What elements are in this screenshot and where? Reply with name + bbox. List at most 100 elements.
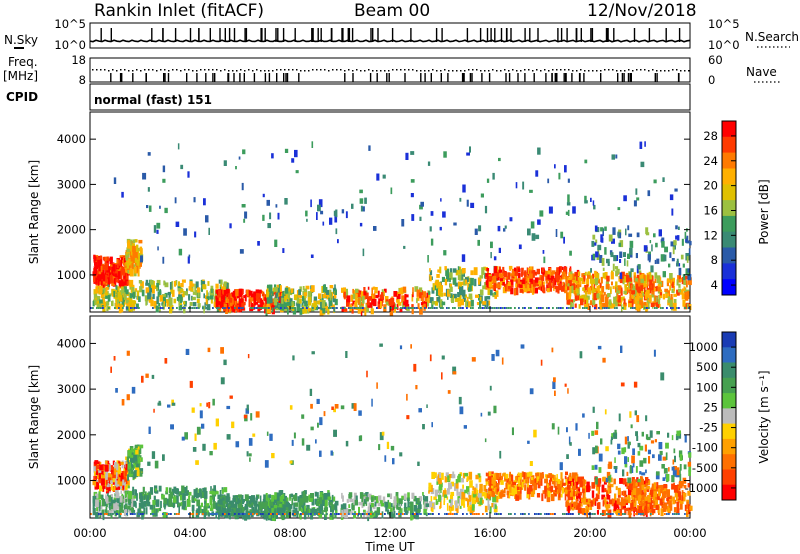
colorbar-swatch: [722, 263, 736, 280]
data-cell: [567, 194, 570, 203]
data-cell: [452, 505, 455, 511]
freq-dot: [132, 70, 134, 72]
data-cell: [565, 489, 568, 495]
freq-dot: [136, 69, 138, 71]
data-cell: [324, 504, 327, 512]
data-cell: [608, 299, 612, 306]
colorbar-tick-label: 8: [711, 253, 718, 267]
data-cell: [636, 265, 639, 274]
data-cell: [643, 488, 647, 493]
data-cell: [162, 178, 166, 183]
data-cell: [660, 307, 662, 309]
data-cell: [374, 287, 378, 291]
data-cell: [477, 493, 482, 498]
data-cell: [129, 285, 132, 290]
data-cell: [619, 501, 622, 506]
data-cell: [619, 259, 622, 263]
data-cell: [114, 462, 117, 470]
data-cell: [328, 301, 331, 309]
data-cell: [592, 273, 595, 279]
data-cell: [271, 507, 274, 513]
data-cell: [291, 301, 294, 306]
data-cell: [169, 282, 172, 290]
data-cell: [611, 498, 614, 507]
data-cell: [332, 512, 334, 520]
data-cell: [511, 273, 515, 281]
data-cell: [158, 292, 162, 297]
data-cell: [484, 505, 488, 513]
data-cell: [139, 470, 142, 476]
data-cell: [410, 151, 415, 155]
data-cell: [176, 307, 178, 309]
data-cell: [389, 511, 393, 517]
data-cell: [98, 267, 102, 273]
data-cell: [394, 505, 398, 509]
data-cell: [108, 277, 111, 285]
data-cell: [153, 225, 157, 233]
data-cell: [683, 279, 687, 286]
data-cell: [376, 507, 381, 515]
data-cell: [631, 492, 633, 499]
data-cell: [126, 262, 129, 269]
data-cell: [645, 275, 649, 280]
data-cell: [555, 229, 558, 237]
data-cell: [505, 283, 508, 292]
data-cell: [120, 286, 124, 290]
data-cell: [236, 307, 239, 313]
data-cell: [321, 510, 324, 514]
data-cell: [166, 498, 171, 506]
data-cell: [446, 488, 450, 495]
data-cell: [281, 514, 285, 521]
data-cell: [122, 281, 125, 289]
data-cell: [646, 302, 649, 311]
data-cell: [406, 307, 408, 309]
data-cell: [652, 500, 654, 504]
freq-panel: [89, 57, 691, 83]
data-cell: [521, 471, 524, 478]
data-cell: [122, 479, 125, 487]
data-cell: [597, 487, 600, 495]
data-cell: [94, 471, 96, 476]
data-cell: [294, 502, 298, 507]
data-cell: [411, 307, 414, 315]
data-cell: [649, 279, 652, 286]
data-cell: [123, 498, 126, 503]
data-cell: [176, 296, 180, 301]
data-cell: [500, 480, 504, 485]
data-cell: [108, 495, 111, 502]
data-cell: [219, 490, 222, 498]
data-cell: [415, 513, 419, 520]
data-cell: [403, 507, 408, 512]
data-cell: [524, 484, 527, 491]
freq-dot: [264, 70, 266, 72]
data-cell: [244, 294, 247, 302]
freq-dot: [236, 70, 238, 72]
data-cell: [585, 290, 587, 297]
data-cell: [523, 472, 526, 480]
data-cell: [656, 482, 659, 489]
data-cell: [506, 490, 509, 496]
data-cell: [647, 506, 649, 514]
data-cell: [431, 507, 434, 513]
data-cell: [224, 495, 229, 503]
data-cell: [162, 256, 165, 264]
data-cell: [92, 307, 94, 309]
data-cell: [244, 494, 249, 502]
data-cell: [431, 287, 435, 294]
data-cell: [681, 277, 684, 285]
data-cell: [537, 277, 540, 281]
data-cell: [90, 307, 92, 309]
data-cell: [182, 492, 185, 500]
data-cell: [332, 296, 336, 303]
data-cell: [565, 276, 569, 283]
data-cell: [552, 490, 556, 496]
data-cell: [229, 505, 232, 512]
data-cell: [249, 500, 253, 505]
data-cell: [566, 279, 568, 287]
data-cell: [661, 241, 665, 248]
data-cell: [471, 490, 474, 495]
data-cell: [554, 271, 558, 276]
data-cell: [104, 263, 109, 271]
data-cell: [355, 288, 359, 293]
data-cell: [543, 256, 546, 264]
